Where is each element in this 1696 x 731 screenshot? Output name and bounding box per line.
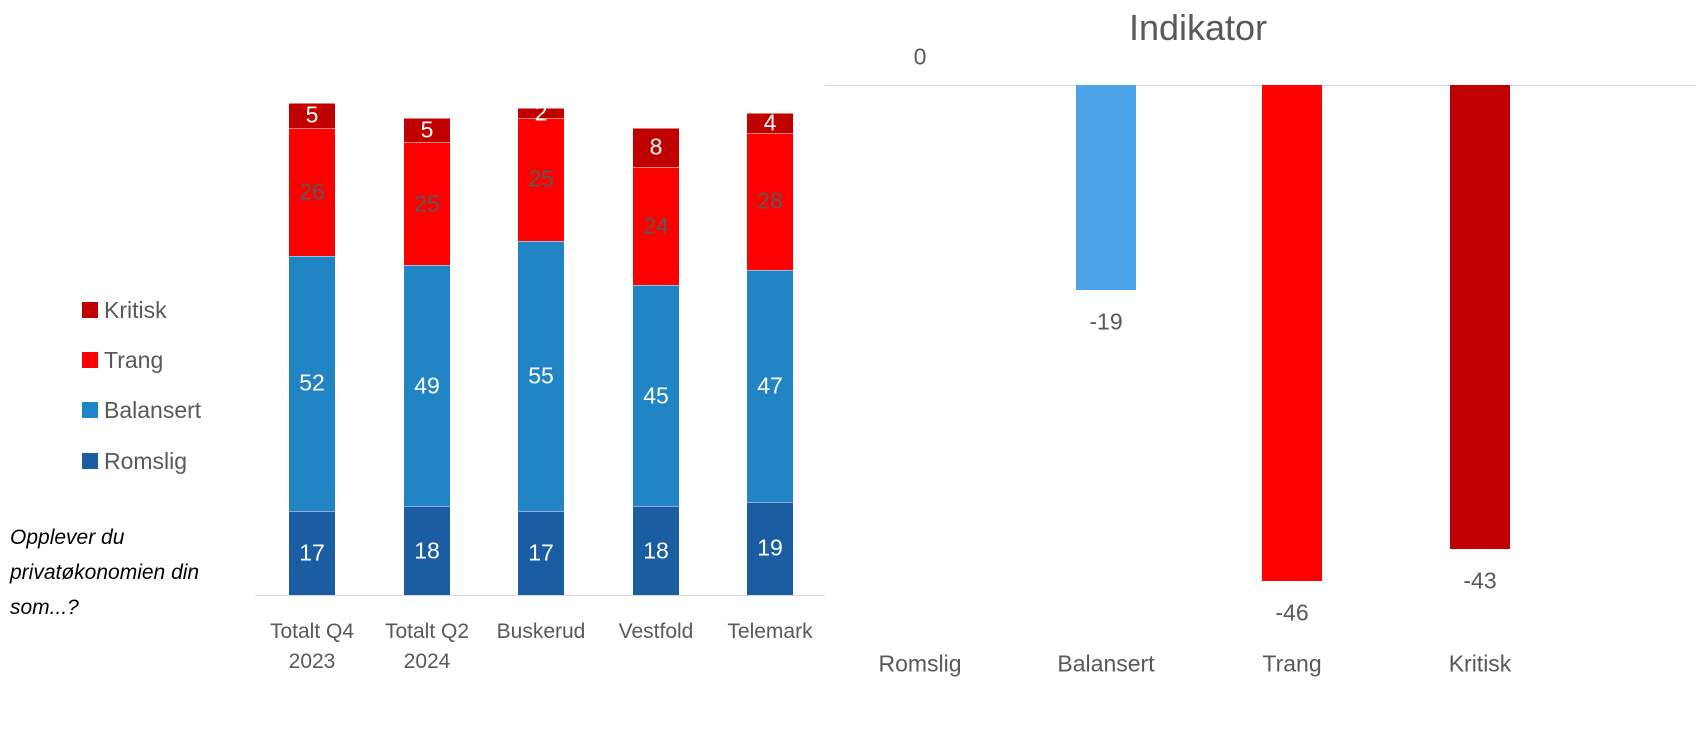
data-label: 17 bbox=[528, 539, 554, 566]
legend-swatch bbox=[82, 453, 98, 469]
bar-segment bbox=[747, 501, 793, 595]
data-label: 18 bbox=[643, 537, 669, 564]
x-tick-label: Kritisk bbox=[1448, 650, 1512, 677]
bar-segment bbox=[289, 255, 335, 512]
data-label: 45 bbox=[643, 382, 669, 409]
bar-segment bbox=[747, 112, 793, 133]
legend-label: Trang bbox=[104, 347, 164, 373]
data-label: 47 bbox=[757, 372, 783, 399]
data-label: 55 bbox=[528, 362, 554, 389]
bar-segment bbox=[518, 240, 564, 512]
annotation: Opplever du privatøkonomien din som...? bbox=[10, 526, 200, 619]
data-label: 17 bbox=[299, 539, 325, 566]
bar-segment bbox=[747, 132, 793, 271]
bar-segment bbox=[747, 270, 793, 502]
bar-segment bbox=[404, 142, 450, 266]
x-tick-label: Totalt Q2 2024 bbox=[384, 620, 470, 673]
data-label: 19 bbox=[757, 534, 783, 561]
x-tick-label: Trang bbox=[1262, 650, 1322, 677]
bar-segment bbox=[404, 265, 450, 507]
bar bbox=[1076, 85, 1136, 290]
bar-segment bbox=[404, 506, 450, 595]
data-label: 5 bbox=[420, 116, 434, 143]
bar-segment bbox=[518, 511, 564, 595]
bar-segment bbox=[633, 506, 679, 595]
x-tick-label: Vestfold bbox=[618, 620, 694, 643]
data-label: 25 bbox=[528, 165, 554, 192]
x-tick-label: Balansert bbox=[1057, 650, 1155, 677]
data-label: 8 bbox=[649, 133, 663, 160]
x-tick-label: Buskerud bbox=[496, 620, 586, 643]
data-label: 26 bbox=[299, 178, 325, 205]
x-tick-label: Romslig bbox=[878, 650, 962, 677]
bar-segment bbox=[289, 511, 335, 595]
bar-segment bbox=[633, 166, 679, 286]
legend-swatch bbox=[82, 402, 98, 418]
bar bbox=[1450, 85, 1510, 549]
bar-segment bbox=[518, 107, 564, 118]
data-label: 25 bbox=[414, 190, 440, 217]
data-label: -46 bbox=[1275, 599, 1309, 626]
data-label: 4 bbox=[763, 109, 777, 136]
legend-label: Romslig bbox=[104, 448, 188, 474]
bar-segment bbox=[289, 127, 335, 256]
bar bbox=[1262, 85, 1322, 581]
legend-label: Kritisk bbox=[104, 297, 167, 323]
x-tick-label: Totalt Q4 2023 bbox=[269, 620, 355, 673]
data-label: 24 bbox=[643, 212, 669, 239]
bar-segment bbox=[289, 103, 335, 128]
data-label: 0 bbox=[913, 43, 927, 70]
data-label: 49 bbox=[414, 372, 440, 399]
x-tick-label: Telemark bbox=[727, 620, 813, 643]
bar-segment bbox=[518, 117, 564, 241]
data-label: -19 bbox=[1089, 308, 1123, 335]
data-label: 18 bbox=[414, 537, 440, 564]
zero-line bbox=[826, 85, 1696, 86]
chart-title: Indikator bbox=[1128, 7, 1268, 48]
bar-segment bbox=[633, 127, 679, 167]
data-label: -43 bbox=[1463, 567, 1497, 594]
baseline bbox=[255, 595, 825, 596]
data-label: 28 bbox=[757, 187, 783, 214]
bar-segment bbox=[404, 117, 450, 143]
data-label: 52 bbox=[299, 369, 325, 396]
legend-swatch bbox=[82, 352, 98, 368]
data-label: 2 bbox=[534, 99, 548, 126]
bar-segment bbox=[633, 285, 679, 507]
legend-swatch bbox=[82, 302, 98, 318]
legend-label: Balansert bbox=[104, 397, 202, 423]
data-label: 5 bbox=[305, 101, 319, 128]
